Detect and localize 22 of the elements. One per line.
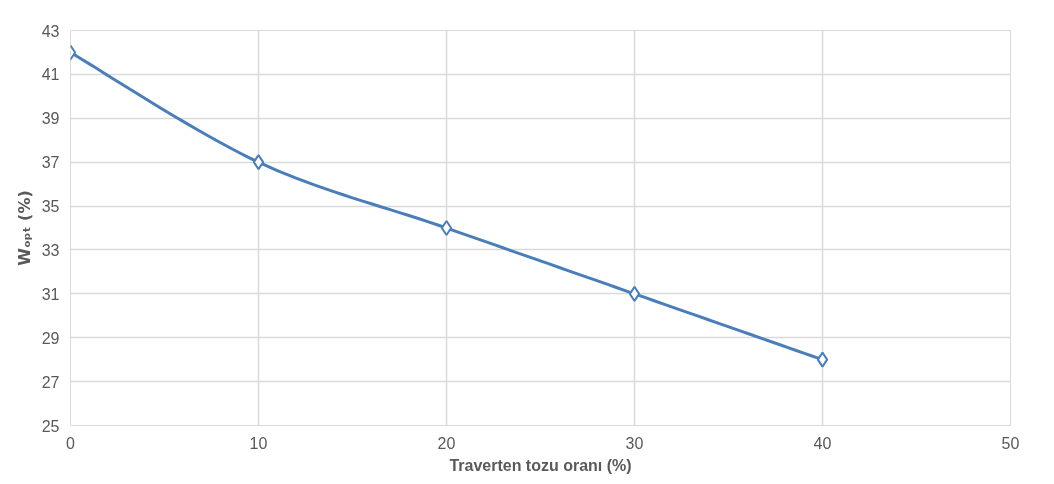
y-tick-label: 43 (41, 22, 60, 40)
y-axis-title: Wₒₚₜ (%) (14, 190, 34, 266)
x-tick-label: 20 (437, 434, 456, 452)
point (816, 351, 829, 368)
y-tick-label: 33 (41, 241, 60, 259)
y-tick-label: 27 (41, 373, 60, 391)
x-tick-label: 0 (66, 434, 76, 452)
point (628, 285, 641, 302)
x-tick-label: 10 (249, 434, 268, 452)
y-tick-label: 41 (41, 66, 60, 84)
y-tick-label: 29 (41, 329, 60, 347)
point (440, 220, 453, 236)
y-tick-label: 31 (41, 285, 60, 303)
y-tick-label: 39 (41, 110, 60, 128)
y-tick-label: 35 (41, 198, 60, 216)
point (252, 154, 265, 171)
x-tick-label: 50 (1001, 434, 1020, 452)
x-axis-title: Traverten tozu oranı (%) (449, 456, 632, 474)
y-tick-label: 37 (41, 154, 60, 172)
y-tick-label: 25 (41, 417, 60, 435)
x-tick-label: 30 (625, 434, 644, 452)
x-tick-label: 40 (813, 434, 832, 452)
